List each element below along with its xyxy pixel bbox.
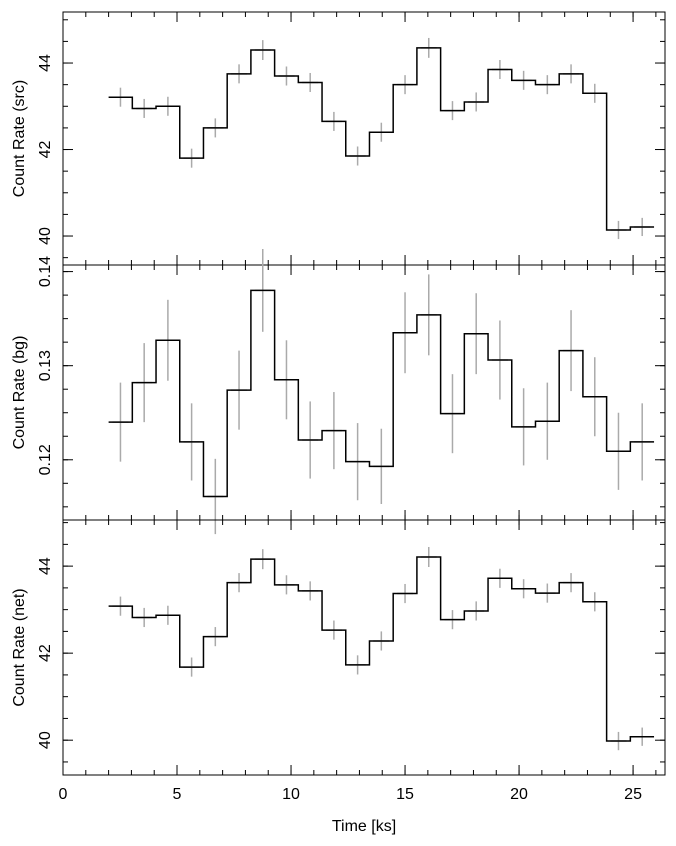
y-axis-label: Count Rate (src) (11, 80, 28, 197)
x-tick-label: 25 (624, 786, 642, 803)
y-tick-label: 0.14 (37, 256, 54, 287)
y-tick-label: 44 (37, 54, 54, 72)
y-tick-label: 42 (37, 141, 54, 159)
step-line (108, 556, 655, 742)
x-tick-label: 10 (282, 786, 300, 803)
y-tick-label: 0.12 (37, 444, 54, 475)
y-tick-label: 40 (37, 227, 54, 245)
y-tick-label: 42 (37, 644, 54, 662)
x-tick-label: 20 (510, 786, 528, 803)
y-tick-label: 44 (37, 557, 54, 575)
y-tick-label: 40 (37, 731, 54, 749)
x-tick-label: 15 (396, 786, 414, 803)
x-tick-label: 0 (59, 786, 68, 803)
plot-frame (62, 519, 666, 776)
step-line (108, 289, 655, 498)
y-axis-label: Count Rate (bg) (11, 336, 28, 450)
x-axis-label: Time [ks] (332, 818, 396, 835)
y-tick-label: 0.13 (37, 350, 54, 381)
step-line (108, 47, 655, 231)
plot-frame (62, 11, 666, 266)
plot-frame (62, 264, 666, 521)
y-axis-label: Count Rate (net) (11, 588, 28, 706)
x-tick-label: 5 (173, 786, 182, 803)
